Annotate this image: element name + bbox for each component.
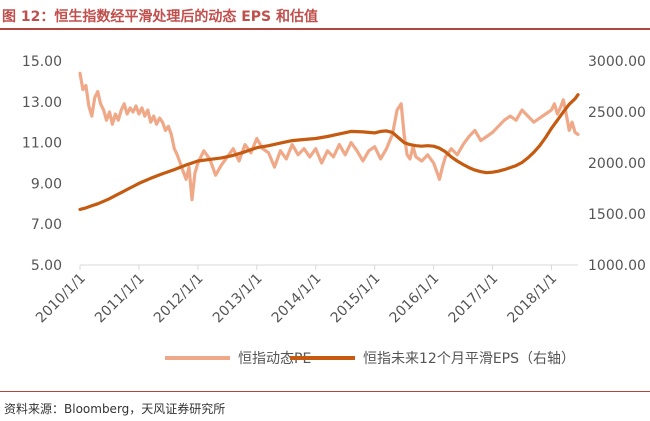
x-tick-label: 2013/1/1 [210,271,266,327]
x-tick-label: 2018/1/1 [505,271,561,327]
left-tick-label: 11.00 [22,136,62,152]
pe-series-line [78,71,580,202]
left-tick-label: 15.00 [22,54,62,70]
right-tick-label: 1000.00 [588,258,646,274]
x-tick-label: 2011/1/1 [92,271,148,327]
right-tick-label: 2500.00 [588,105,646,121]
eps-series-line [78,93,580,211]
left-tick-label: 9.00 [31,176,62,192]
figure-title-bar: 图 12：恒生指数经平滑处理后的动态 EPS 和估值 [0,0,650,30]
legend-eps-label: 恒指未来12个月平滑EPS（右轴） [363,350,575,367]
x-tick-label: 2010/1/1 [33,271,89,327]
x-tick-label: 2016/1/1 [387,271,443,327]
chart: 5.00 7.00 9.00 11.00 13.00 15.00 1000.00 1500.… [22,54,646,367]
right-tick-label: 3000.00 [588,54,646,70]
left-tick-label: 7.00 [31,217,62,233]
x-tick-label: 2012/1/1 [151,271,207,327]
title-divider [0,28,650,30]
right-axis-ticks: 1000.00 1500.00 2000.00 2500.00 3000.00 [588,54,646,274]
x-tick-label: 2014/1/1 [269,271,325,327]
x-tick-label: 2015/1/1 [328,271,384,327]
figure-title: 图 12：恒生指数经平滑处理后的动态 EPS 和估值 [2,9,319,25]
source-divider [0,391,650,392]
source-note: 资料来源：Bloomberg，天风证券研究所 [4,402,226,416]
x-tick-label: 2017/1/1 [446,271,502,327]
right-tick-label: 1500.00 [588,207,646,223]
x-axis-ticks: 2010/1/1 2011/1/1 2012/1/1 2013/1/1 2014/1/1… [33,265,560,326]
series-lines [78,71,580,211]
legend: 恒指动态PE 恒指未来12个月平滑EPS（右轴） [165,350,575,367]
left-axis-ticks: 5.00 7.00 9.00 11.00 13.00 15.00 [22,54,62,274]
legend-pe-label: 恒指动态PE [238,351,311,367]
right-tick-label: 2000.00 [588,156,646,172]
left-tick-label: 13.00 [22,95,62,111]
left-tick-label: 5.00 [31,258,62,274]
